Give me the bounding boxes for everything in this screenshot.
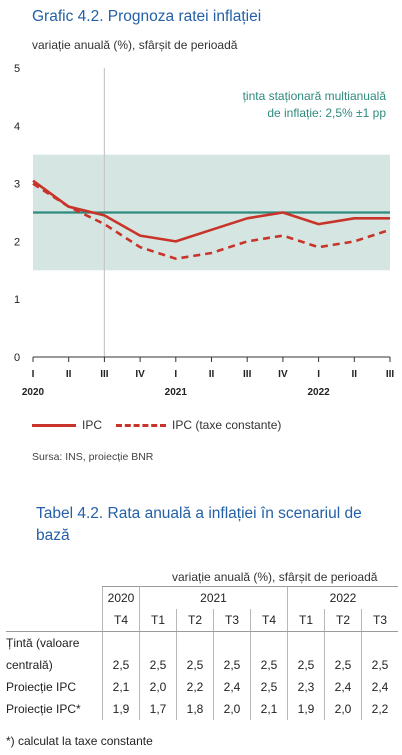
band-label-line1: ținta staționară multianuală bbox=[243, 89, 387, 103]
table-cell: 2,0 bbox=[139, 676, 177, 698]
empty-cell bbox=[324, 631, 362, 654]
x-tick-label: II bbox=[66, 369, 72, 380]
table-cell: 2,5 bbox=[250, 676, 288, 698]
table-cell: 2,5 bbox=[361, 654, 398, 676]
quarter-cell: T4 bbox=[102, 609, 140, 632]
year-cell-2021: 2021 bbox=[139, 586, 288, 609]
table-row-ipc: Proiecție IPC 2,1 2,0 2,2 2,4 2,5 2,3 2,… bbox=[6, 676, 398, 698]
x-tick-label: I bbox=[317, 369, 320, 380]
empty-cell bbox=[250, 631, 288, 654]
empty-cell bbox=[139, 631, 177, 654]
table-cell: 2,0 bbox=[213, 698, 251, 720]
x-year-label: 2021 bbox=[165, 387, 188, 398]
row-label-target-line2: centrală) bbox=[6, 658, 53, 672]
x-tick-label: III bbox=[243, 369, 252, 380]
y-tick-label: 2 bbox=[14, 236, 20, 248]
x-tick-label: III bbox=[100, 369, 109, 380]
chart-legend: IPC IPC (taxe constante) bbox=[32, 418, 295, 432]
table-cell: 2,5 bbox=[324, 654, 362, 676]
x-tick-label: IV bbox=[278, 369, 288, 380]
x-tick-label: II bbox=[209, 369, 215, 380]
quarter-cell: T1 bbox=[139, 609, 177, 632]
legend-label-ipc-constant-taxes: IPC (taxe constante) bbox=[172, 418, 282, 432]
table-cell: 2,1 bbox=[102, 676, 140, 698]
row-label-target-line1: Țintă (valoare bbox=[6, 636, 80, 650]
quarter-cell: T2 bbox=[176, 609, 214, 632]
table-corner-cell bbox=[6, 587, 103, 610]
table-footnote: *) calculat la taxe constante bbox=[6, 734, 153, 748]
table-row-ipc-constant-taxes: Proiecție IPC* 1,9 1,7 1,8 2,0 2,1 1,9 2… bbox=[6, 698, 398, 720]
table-cell: 2,5 bbox=[250, 654, 288, 676]
x-tick-label: I bbox=[174, 369, 177, 380]
table-cell: 1,7 bbox=[139, 698, 177, 720]
legend-swatch-dashed bbox=[116, 423, 167, 427]
row-label-ipc: Proiecție IPC bbox=[6, 680, 77, 694]
quarter-cell: T3 bbox=[361, 609, 398, 632]
x-year-label: 2020 bbox=[22, 387, 45, 398]
quarter-cell: T2 bbox=[324, 609, 362, 632]
x-tick-label: I bbox=[32, 369, 35, 380]
chart-title: Grafic 4.2. Prognoza ratei inflației bbox=[32, 8, 262, 25]
empty-cell bbox=[361, 631, 398, 654]
empty-cell bbox=[213, 631, 251, 654]
table-title: Tabel 4.2. Rata anuală a inflației în sc… bbox=[36, 505, 362, 544]
y-tick-label: 4 bbox=[14, 121, 20, 133]
table-year-row: 2020 2021 2022 bbox=[6, 586, 398, 610]
table-cell: 2,4 bbox=[361, 676, 398, 698]
series-line-ipc bbox=[32, 179, 390, 243]
table-cell: 2,1 bbox=[250, 698, 288, 720]
table-cell: 2,2 bbox=[361, 698, 398, 720]
chart-source: Sursa: INS, proiecție BNR bbox=[32, 451, 154, 463]
quarter-cell: T4 bbox=[250, 609, 288, 632]
legend-item-ipc: IPC bbox=[32, 418, 102, 432]
table-unit-label: variație anuală (%), sfârșit de perioadă bbox=[172, 570, 378, 584]
empty-cell bbox=[102, 631, 140, 654]
x-tick-label: II bbox=[352, 369, 358, 380]
table-cell: 2,3 bbox=[287, 676, 325, 698]
table-quarter-row: T4 T1 T2 T3 T4 T1 T2 T3 bbox=[6, 609, 398, 632]
legend-swatch-solid bbox=[32, 423, 76, 427]
y-tick-label: 1 bbox=[14, 294, 20, 306]
inflation-table: 2020 2021 2022 T4 T1 T2 T3 T4 T1 T2 T3 Ț… bbox=[6, 586, 398, 720]
x-tick-label: III bbox=[386, 369, 395, 380]
y-tick-label: 0 bbox=[14, 352, 20, 364]
table-row-target: centrală) 2,5 2,5 2,5 2,5 2,5 2,5 2,5 2,… bbox=[6, 654, 398, 676]
year-cell-2022: 2022 bbox=[287, 586, 398, 609]
y-tick-label: 5 bbox=[14, 63, 20, 75]
table-corner-cell bbox=[6, 609, 103, 632]
y-tick-label: 3 bbox=[14, 179, 20, 191]
table-cell: 2,2 bbox=[176, 676, 214, 698]
table-cell: 2,5 bbox=[102, 654, 140, 676]
table-row-target-label: Țintă (valoare bbox=[6, 631, 398, 654]
x-year-label: 2022 bbox=[307, 387, 330, 398]
table-cell: 1,9 bbox=[102, 698, 140, 720]
empty-cell bbox=[176, 631, 214, 654]
year-cell-2020: 2020 bbox=[102, 586, 140, 609]
legend-label-ipc: IPC bbox=[82, 418, 103, 432]
quarter-cell: T3 bbox=[213, 609, 251, 632]
empty-cell bbox=[287, 631, 325, 654]
row-label-ipc-constant-taxes: Proiecție IPC* bbox=[6, 702, 81, 716]
table-cell: 2,5 bbox=[176, 654, 214, 676]
table-cell: 2,5 bbox=[287, 654, 325, 676]
y-axis-unit-label: variație anuală (%), sfârșit de perioadă bbox=[32, 38, 238, 52]
table-cell: 2,5 bbox=[139, 654, 177, 676]
x-tick-label: IV bbox=[135, 369, 145, 380]
table-cell: 1,9 bbox=[287, 698, 325, 720]
table-cell: 1,8 bbox=[176, 698, 214, 720]
legend-item-ipc-constant-taxes: IPC (taxe constante) bbox=[116, 418, 281, 432]
table-cell: 2,5 bbox=[213, 654, 251, 676]
quarter-cell: T1 bbox=[287, 609, 325, 632]
series-line-ipc-constant-taxes bbox=[32, 182, 391, 260]
band-label-line2: de inflație: 2,5% ±1 pp bbox=[267, 106, 386, 120]
inflation-forecast-chart: 0 1 2 3 4 5 ținta staționară multianuală de inf… bbox=[14, 63, 395, 398]
table-cell: 2,0 bbox=[324, 698, 362, 720]
table-cell: 2,4 bbox=[324, 676, 362, 698]
table-cell: 2,4 bbox=[213, 676, 251, 698]
